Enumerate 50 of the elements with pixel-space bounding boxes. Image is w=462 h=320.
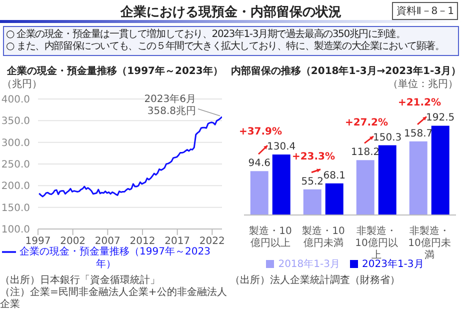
legend-label: 2023年1-3月 bbox=[362, 259, 424, 270]
y-tick-label: 100.0 bbox=[1, 224, 30, 236]
bar bbox=[431, 126, 450, 215]
x-tick-label: 1997 bbox=[25, 236, 51, 248]
x-tick-label: 2012 bbox=[130, 236, 156, 248]
text: （単位：兆円） bbox=[388, 79, 458, 90]
data-label: 55.2 bbox=[301, 176, 324, 188]
annotation: +37.9% bbox=[238, 126, 282, 138]
text: （出所）日本銀行「資金循環統計」 bbox=[0, 275, 161, 286]
line-series bbox=[38, 116, 222, 198]
annotation: +21.2% bbox=[398, 98, 442, 109]
bar bbox=[303, 189, 322, 215]
data-label: 150.3 bbox=[373, 132, 402, 144]
chart-title: 企業の現金・預金量推移（1997年～2023年） bbox=[6, 64, 224, 77]
bar bbox=[378, 145, 396, 215]
bar bbox=[325, 183, 344, 215]
bar bbox=[250, 171, 268, 215]
y-tick-label: 200.0 bbox=[1, 181, 30, 192]
legend-label: 企業の現金・預金量推移（1997年～2023年） bbox=[20, 246, 210, 270]
x-tick-label: 2002 bbox=[60, 236, 86, 248]
text: 資料Ⅱ－8－1 bbox=[392, 2, 458, 20]
text: （注）企業=民間非金融法人企業+公的非金融法人企業 bbox=[0, 287, 228, 311]
text: （出所）法人企業統計調査（財務省） bbox=[230, 275, 401, 287]
y-tick-label: 150.0 bbox=[1, 202, 30, 214]
x-tick-label: 2007 bbox=[94, 236, 120, 248]
annotation: 358.8兆円 bbox=[147, 104, 196, 117]
data-label: 192.5 bbox=[426, 112, 455, 124]
annotation: 2023年6月 bbox=[144, 92, 196, 105]
x-tick-label: 製造・10億円以上 bbox=[249, 225, 292, 249]
text: ○ 企業の現金・預金量は一貫して増加しており、2023年1-3月期で過去最高の350兆円に到達。 bbox=[6, 29, 406, 40]
bar bbox=[272, 154, 290, 215]
x-tick-label: 製造・10億円未満 bbox=[302, 225, 345, 249]
data-label: 130.4 bbox=[267, 142, 296, 153]
data-label: 68.1 bbox=[323, 170, 346, 182]
text: 企業における現預金・内部留保の状況 bbox=[120, 5, 342, 20]
annotation: +27.2% bbox=[344, 117, 388, 128]
bar bbox=[356, 160, 374, 215]
y-tick-label: 300.0 bbox=[1, 138, 30, 149]
chart-title: 内部留保の推移（2018年1-3月→2023年1-3月） bbox=[230, 64, 462, 77]
data-label: 94.6 bbox=[248, 158, 270, 170]
x-tick-label: 2022 bbox=[199, 236, 225, 248]
legend-label: 2018年1-3月 bbox=[278, 259, 340, 270]
y-tick-label: 400.0 bbox=[1, 94, 30, 106]
text: ○ また、内部留保についても、この５年間で大きく拡大しており、特に、製造業の大企業において顕著。 bbox=[6, 41, 446, 53]
y-tick-label: 350.0 bbox=[1, 116, 30, 128]
annotation: +23.3% bbox=[292, 151, 336, 162]
y-tick-label: 250.0 bbox=[1, 160, 30, 171]
x-tick-label: 2017 bbox=[164, 236, 190, 248]
bar bbox=[409, 141, 428, 215]
y-axis-title: （兆円） bbox=[1, 78, 43, 90]
